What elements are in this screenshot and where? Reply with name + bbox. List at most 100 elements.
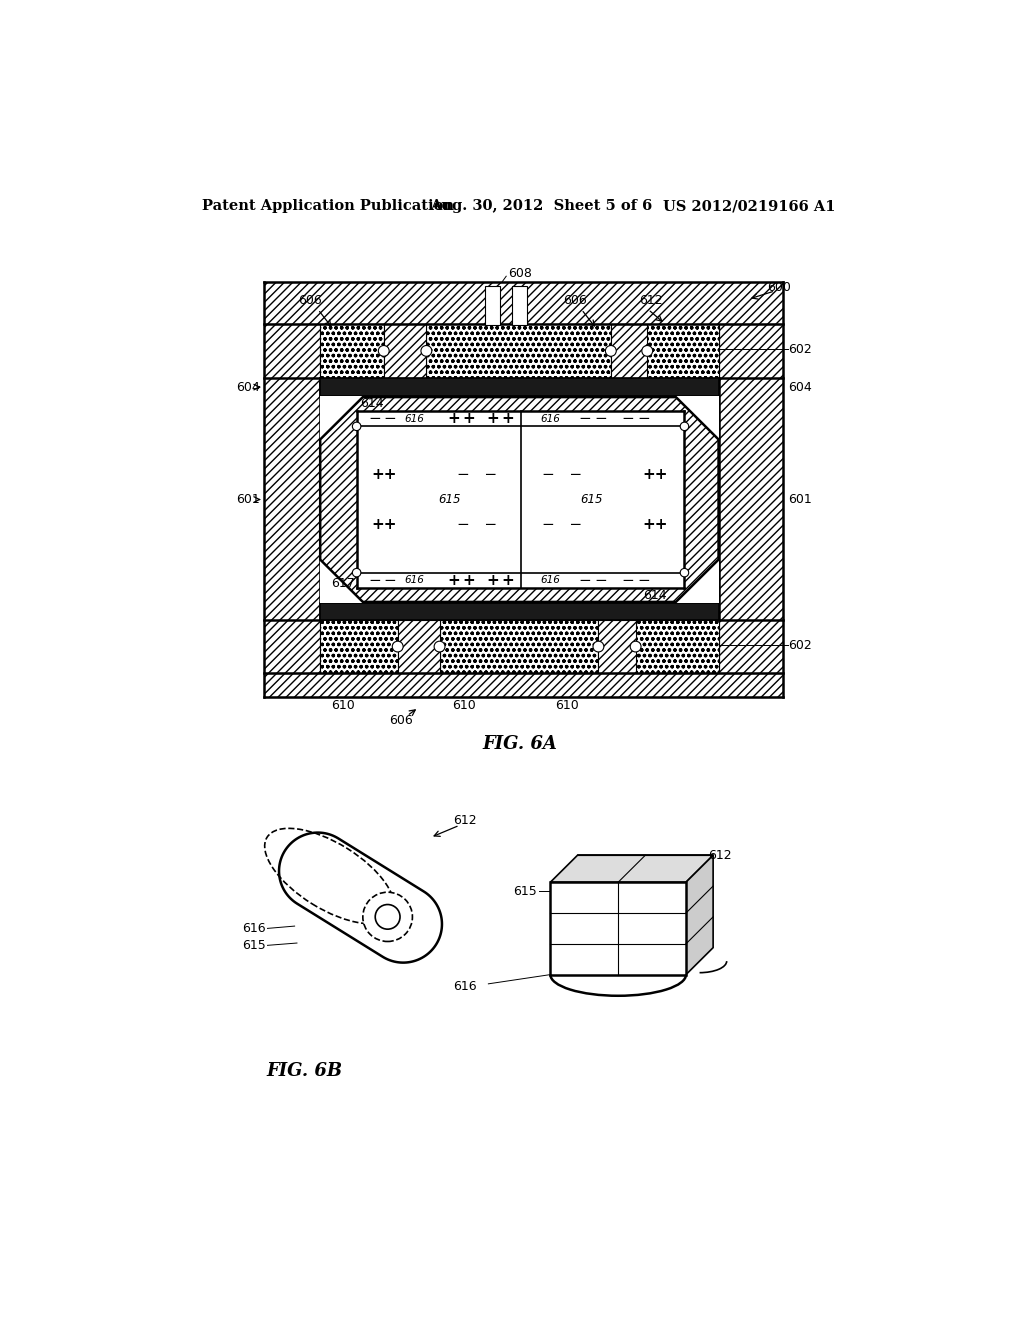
Text: 612: 612 [454, 814, 477, 828]
Text: 601: 601 [788, 492, 812, 506]
Text: −   −: − − [457, 467, 497, 482]
Bar [636, 620, 719, 673]
Text: 604: 604 [788, 380, 812, 393]
Text: +: + [485, 411, 499, 426]
Text: −: − [384, 411, 396, 426]
Polygon shape [279, 833, 442, 962]
Text: −: − [594, 411, 607, 426]
Text: 614: 614 [643, 589, 667, 602]
Bar [384, 323, 426, 378]
Circle shape [378, 346, 389, 356]
Text: 616: 616 [541, 413, 560, 424]
Text: 602: 602 [788, 343, 812, 356]
Text: −   −: − − [457, 517, 497, 532]
Bar [356, 411, 684, 589]
Bar [321, 323, 384, 378]
Text: 615: 615 [243, 939, 266, 952]
Text: 612: 612 [640, 294, 664, 308]
Circle shape [352, 569, 360, 577]
Polygon shape [321, 397, 719, 602]
Text: +: + [447, 411, 460, 426]
Text: −: − [579, 573, 592, 587]
Bar [263, 281, 783, 323]
Text: 602: 602 [788, 639, 812, 652]
Text: −: − [637, 573, 650, 587]
Circle shape [642, 346, 652, 356]
Circle shape [680, 569, 689, 577]
Text: 608: 608 [508, 268, 531, 280]
Text: 615: 615 [513, 884, 538, 898]
Text: 616: 616 [404, 576, 425, 585]
Bar [611, 323, 647, 378]
Text: 610: 610 [452, 698, 475, 711]
Text: +: + [447, 573, 460, 587]
Text: 617: 617 [331, 577, 354, 590]
Bar [439, 620, 598, 673]
Text: −: − [368, 573, 381, 587]
Circle shape [421, 346, 432, 356]
Text: FIG. 6B: FIG. 6B [266, 1061, 343, 1080]
Text: 615: 615 [438, 492, 461, 506]
Text: 616: 616 [541, 576, 560, 585]
Circle shape [434, 642, 445, 652]
Polygon shape [686, 855, 713, 974]
Circle shape [352, 422, 360, 430]
Bar [598, 620, 636, 673]
Bar [719, 323, 783, 673]
Bar [321, 603, 719, 620]
Circle shape [605, 346, 616, 356]
Bar [321, 620, 397, 673]
Text: ++: ++ [642, 517, 668, 532]
Bar [263, 673, 783, 697]
Text: 616: 616 [404, 413, 425, 424]
Bar [647, 323, 719, 378]
Text: 606: 606 [563, 294, 587, 308]
Circle shape [593, 642, 604, 652]
Text: 604: 604 [237, 380, 260, 393]
Text: −: − [384, 573, 396, 587]
Text: 610: 610 [332, 698, 355, 711]
Text: +: + [463, 411, 475, 426]
Circle shape [630, 642, 641, 652]
Circle shape [392, 642, 403, 652]
Text: ++: ++ [642, 467, 668, 482]
Bar [263, 323, 321, 673]
Text: −: − [622, 411, 634, 426]
Text: −: − [594, 573, 607, 587]
Text: Aug. 30, 2012  Sheet 5 of 6: Aug. 30, 2012 Sheet 5 of 6 [430, 199, 652, 213]
Bar [321, 378, 719, 396]
Text: 615: 615 [581, 492, 603, 506]
Text: +: + [502, 411, 514, 426]
Text: 616: 616 [454, 979, 477, 993]
Circle shape [375, 904, 400, 929]
Text: 610: 610 [555, 698, 579, 711]
Text: 606: 606 [389, 714, 413, 727]
Polygon shape [550, 882, 686, 974]
Text: ++: ++ [371, 467, 396, 482]
Circle shape [362, 892, 413, 941]
Bar [512, 286, 527, 326]
Text: 614: 614 [360, 397, 384, 409]
Text: −: − [368, 411, 381, 426]
Bar [397, 620, 439, 673]
Text: Patent Application Publication: Patent Application Publication [202, 199, 454, 213]
Polygon shape [550, 855, 713, 882]
Text: ++: ++ [371, 517, 396, 532]
Text: FIG. 6A: FIG. 6A [482, 735, 557, 752]
Bar [426, 323, 611, 378]
Text: −   −: − − [542, 517, 582, 532]
Bar [484, 286, 500, 326]
Text: 612: 612 [708, 849, 731, 862]
Text: −: − [637, 411, 650, 426]
Circle shape [680, 422, 689, 430]
Text: US 2012/0219166 A1: US 2012/0219166 A1 [663, 199, 836, 213]
Text: 600: 600 [767, 281, 792, 294]
Text: −: − [579, 411, 592, 426]
Text: +: + [502, 573, 514, 587]
Text: +: + [463, 573, 475, 587]
Text: −   −: − − [542, 467, 582, 482]
Text: 601: 601 [237, 492, 260, 506]
Bar [321, 396, 719, 603]
Text: +: + [485, 573, 499, 587]
Text: 606: 606 [298, 294, 322, 308]
